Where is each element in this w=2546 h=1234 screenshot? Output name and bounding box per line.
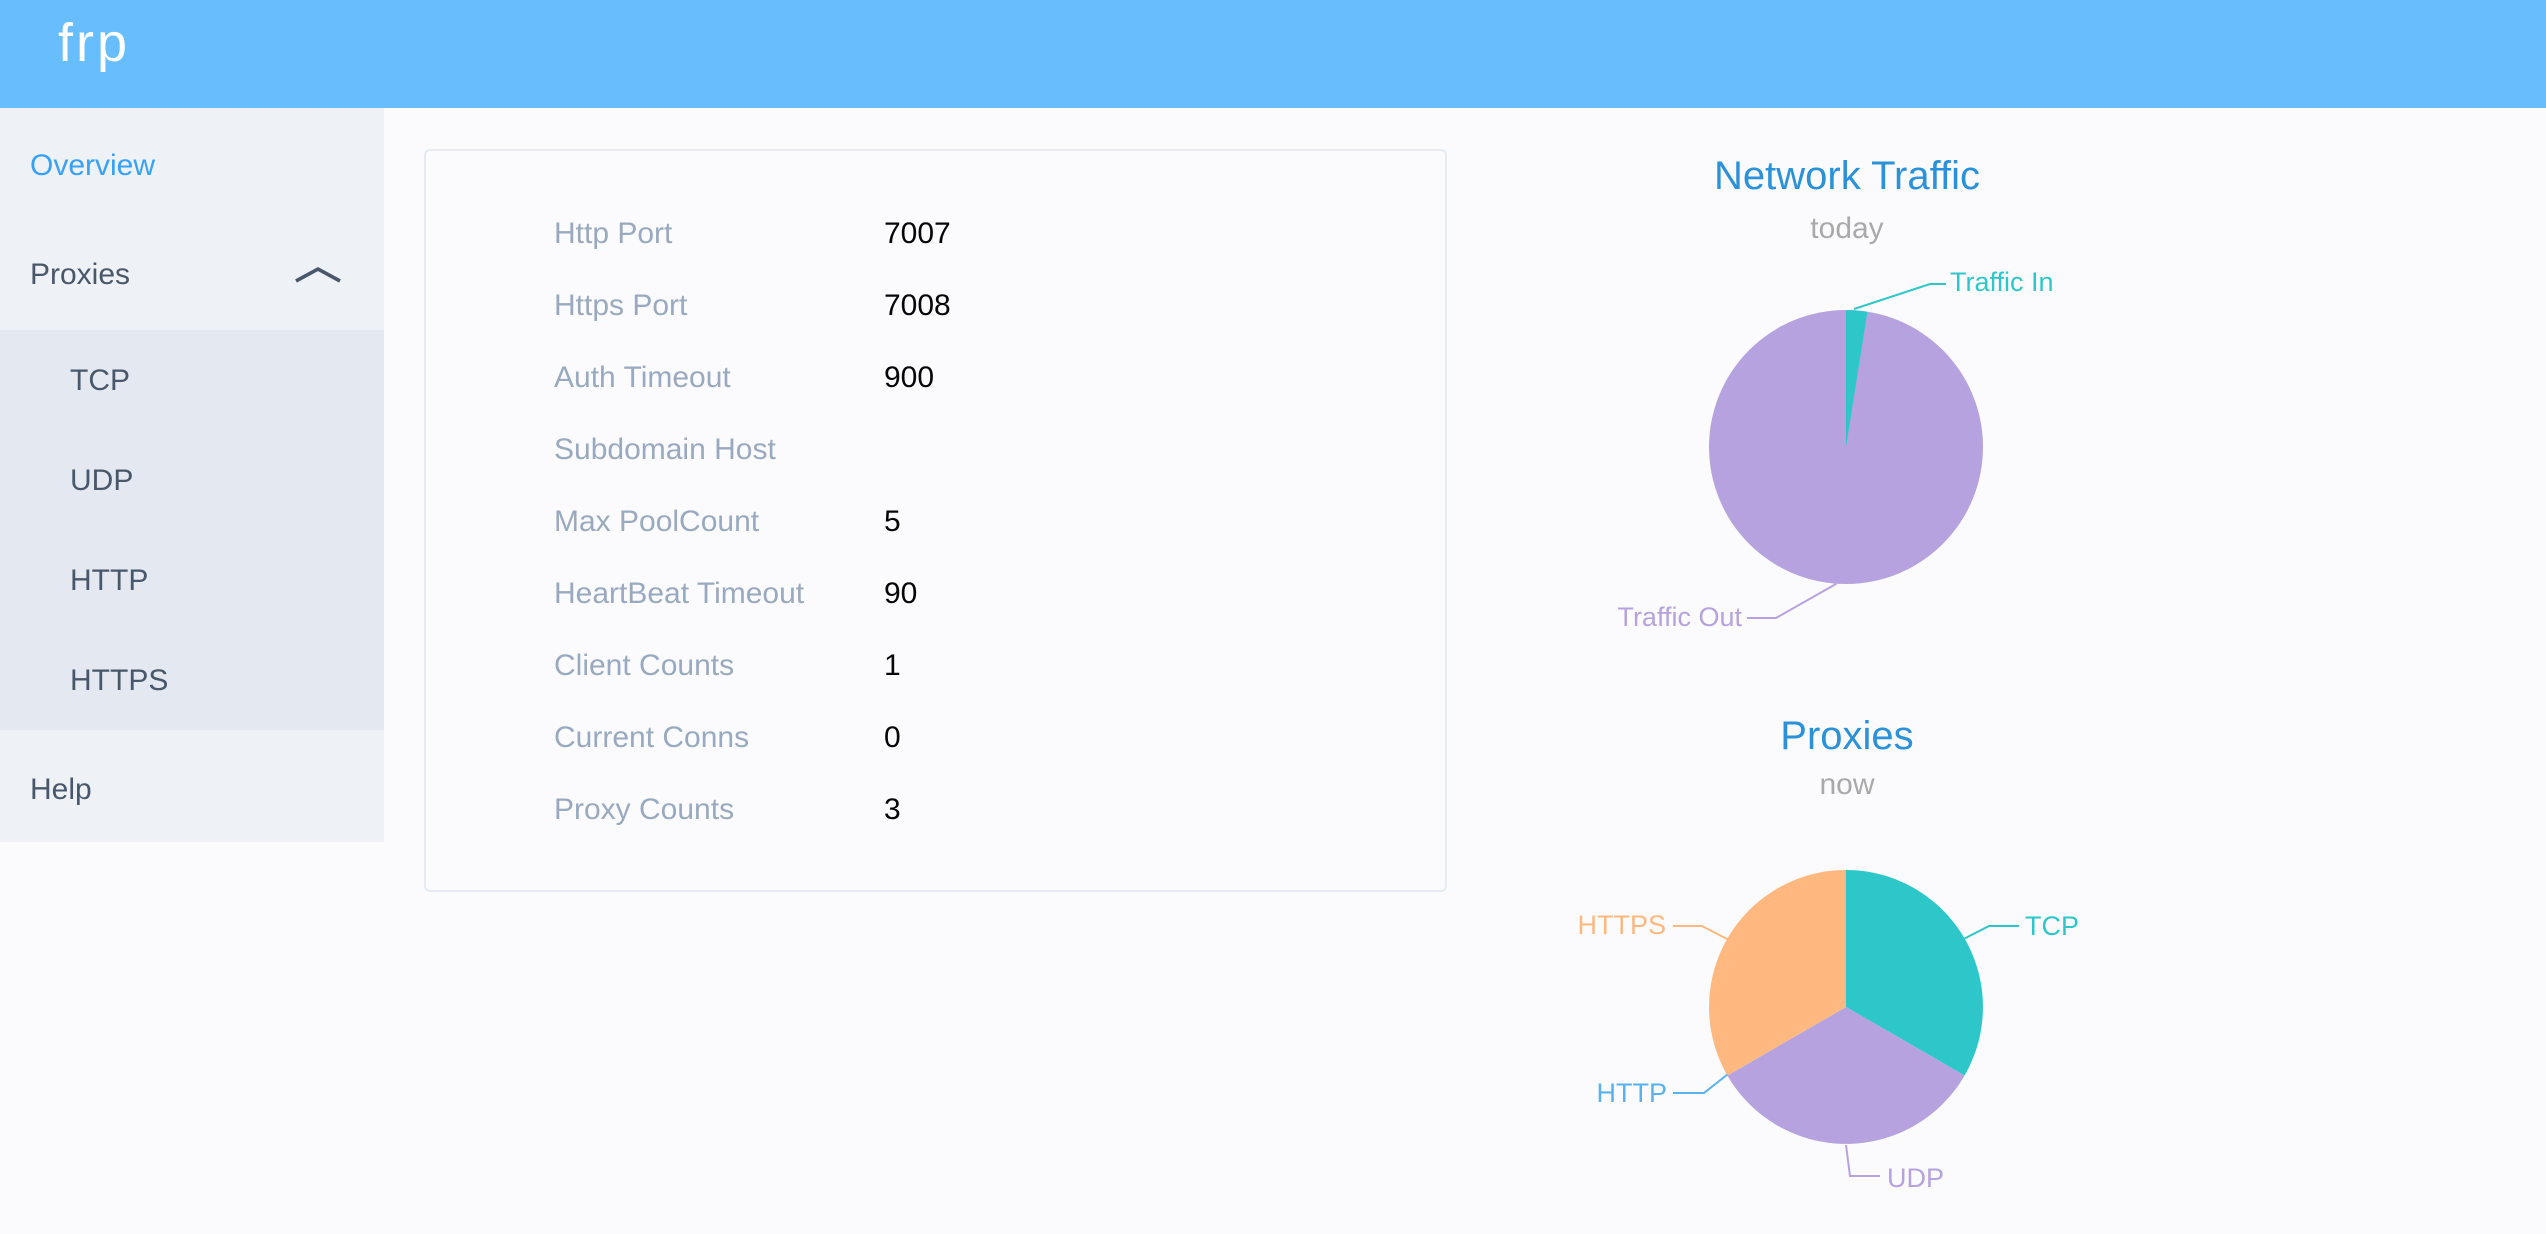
svg-text:Traffic Out: Traffic Out (1617, 602, 1742, 632)
svg-text:HTTP: HTTP (1597, 1078, 1668, 1108)
svg-text:HTTPS: HTTPS (1577, 910, 1666, 940)
svg-text:Traffic In: Traffic In (1950, 267, 2054, 297)
svg-text:TCP: TCP (2025, 911, 2079, 941)
svg-text:UDP: UDP (1887, 1163, 1944, 1193)
